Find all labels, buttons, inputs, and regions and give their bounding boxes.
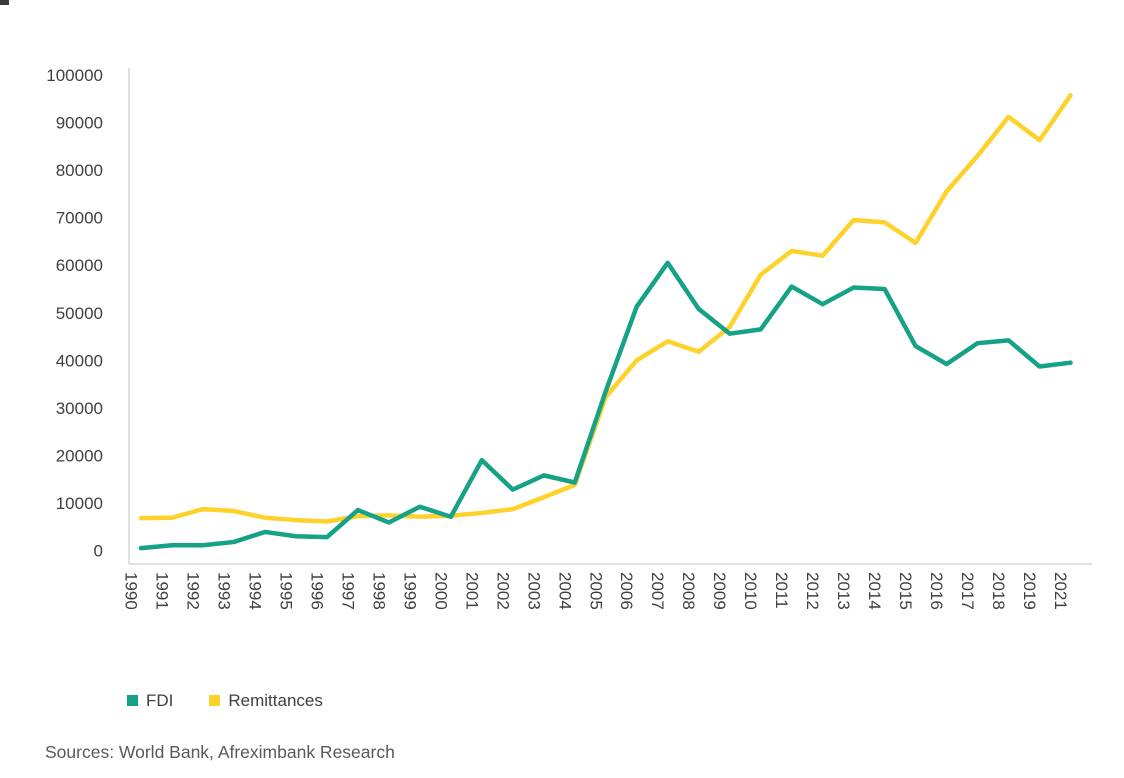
- x-tick-label: 1992: [183, 572, 202, 610]
- x-tick-label: 1990: [122, 572, 141, 610]
- y-tick-label: 50000: [56, 304, 103, 323]
- x-tick-label: 2009: [710, 572, 729, 610]
- x-tick-label: 2011: [772, 572, 791, 609]
- x-tick-label: 2001: [462, 572, 481, 610]
- chart-legend: FDI Remittances: [127, 691, 359, 710]
- fdi-legend-swatch: [127, 695, 138, 706]
- y-tick-label: 60000: [56, 256, 103, 275]
- y-axis-labels: 0 10000 20000 30000 40000 50000 60000 70000 8000…: [46, 66, 103, 561]
- x-tick-label: 1995: [276, 572, 295, 610]
- x-tick-label: 1999: [400, 572, 419, 610]
- y-tick-label: 20000: [56, 446, 103, 465]
- y-tick-label: 40000: [56, 351, 103, 370]
- x-tick-label: 2007: [648, 572, 667, 610]
- x-tick-label: 2013: [834, 572, 853, 610]
- remittances-line: [138, 93, 1073, 524]
- x-tick-label: 2016: [927, 572, 946, 610]
- y-tick-label: 30000: [56, 399, 103, 418]
- y-tick-label: 90000: [56, 114, 103, 133]
- x-tick-label: 1998: [369, 572, 388, 610]
- fdi-line: [138, 260, 1073, 551]
- y-tick-label: 0: [94, 542, 103, 561]
- x-tick-label: 1996: [307, 572, 326, 610]
- axes: [128, 68, 1092, 565]
- legend-item-remittances: Remittances: [209, 691, 323, 710]
- x-tick-label: 1993: [214, 572, 233, 610]
- x-tick-label: 2003: [524, 572, 543, 610]
- x-tick-label: 2018: [989, 572, 1008, 610]
- x-tick-label: 2017: [958, 572, 977, 610]
- legend-item-fdi: FDI: [127, 691, 174, 710]
- x-tick-label: 2000: [431, 572, 450, 610]
- remittances-legend-label: Remittances: [228, 691, 323, 710]
- x-tick-label: 1991: [152, 572, 171, 610]
- fdi-legend-label: FDI: [146, 691, 174, 710]
- x-tick-label: 2004: [555, 572, 574, 610]
- x-axis-labels: 1990 1991 1992 1993 1994 1995 1996 1997 1998 1999…: [122, 572, 1071, 610]
- x-tick-label: 2006: [617, 572, 636, 610]
- page-corner-artifact: [0, 0, 9, 5]
- x-tick-label: 2002: [493, 572, 512, 610]
- x-tick-label: 1997: [338, 572, 357, 610]
- x-tick-label: 2019: [1020, 572, 1039, 610]
- y-tick-label: 100000: [46, 66, 103, 85]
- x-tick-label: 1994: [245, 572, 264, 610]
- remittances-legend-swatch: [209, 695, 221, 706]
- x-tick-label: 2021: [1051, 572, 1070, 610]
- x-tick-label: 2010: [741, 572, 760, 610]
- x-tick-label: 2014: [865, 572, 884, 610]
- x-tick-label: 2005: [586, 572, 605, 610]
- y-tick-label: 80000: [56, 161, 103, 180]
- x-tick-label: 2015: [896, 572, 915, 610]
- y-tick-label: 10000: [56, 494, 103, 513]
- x-tick-label: 2012: [803, 572, 822, 610]
- x-tick-label: 2008: [679, 572, 698, 610]
- source-note: Sources: World Bank, Afreximbank Researc…: [45, 742, 395, 762]
- y-tick-label: 70000: [56, 209, 103, 228]
